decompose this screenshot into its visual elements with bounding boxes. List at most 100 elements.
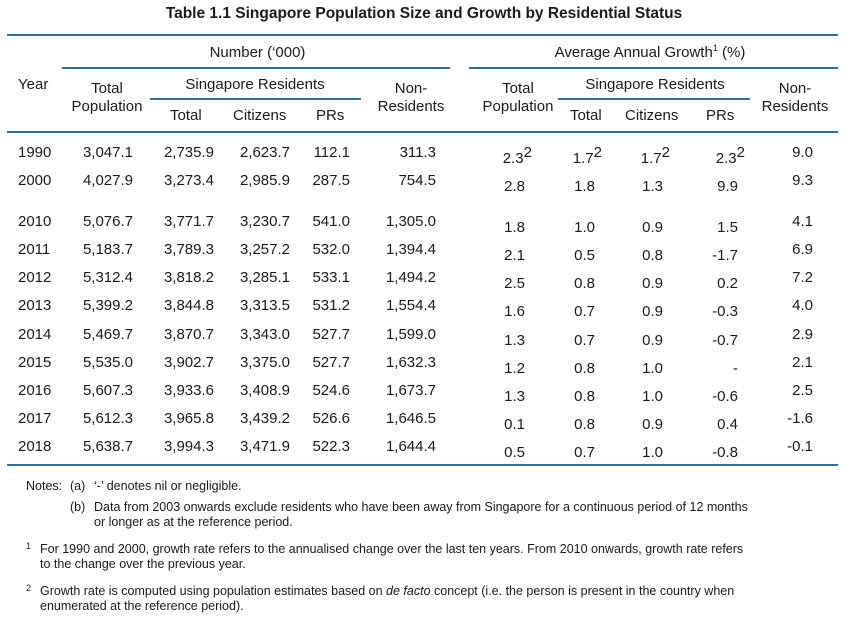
growth-group-rule <box>469 67 838 69</box>
cell-growth-non-residents: 4.0 <box>792 297 813 314</box>
cell-growth-sr-total: 0.8 <box>574 388 595 405</box>
header-growth-citizens: Citizens <box>625 107 679 124</box>
cell-growth-total-population: 2.8 <box>504 178 525 195</box>
cell-growth-sr-total: 0.7 <box>574 444 595 461</box>
cell-non-residents: 1,494.2 <box>385 269 436 286</box>
cell-year: 2015 <box>18 354 52 371</box>
cell-growth-citizens: 1.0 <box>642 360 663 377</box>
cell-growth-non-residents: 7.2 <box>792 269 813 286</box>
cell-citizens: 3,471.9 <box>239 438 290 455</box>
header-growth-sr-total: Total <box>570 107 602 124</box>
cell-citizens: 3,343.0 <box>239 326 290 343</box>
cell-citizens: 3,408.9 <box>239 382 290 399</box>
cell-growth-total-population: 2.32 <box>502 144 532 167</box>
cell-growth-non-residents: 9.0 <box>792 144 813 161</box>
header-singapore-residents: Singapore Residents <box>185 76 325 93</box>
cell-growth-citizens: 1.0 <box>642 444 663 461</box>
cell-growth-prs: 1.5 <box>717 219 738 236</box>
cell-growth-total-population: 0.1 <box>504 416 525 433</box>
cell-year: 2010 <box>18 213 52 230</box>
cell-growth-non-residents: -0.1 <box>787 438 813 455</box>
header-bottom-rule <box>7 131 838 133</box>
cell-non-residents: 311.3 <box>399 144 436 161</box>
cell-growth-citizens: 0.9 <box>642 332 663 349</box>
cell-prs: 287.5 <box>312 172 350 189</box>
cell-growth-non-residents: 2.5 <box>792 382 813 399</box>
header-growth-non-residents: Non- Residents <box>761 80 829 115</box>
cell-year: 2017 <box>18 410 52 427</box>
cell-growth-sr-total: 1.0 <box>574 219 595 236</box>
cell-sr-total: 3,994.3 <box>163 438 214 455</box>
residents-rule-right <box>558 98 750 100</box>
table-row: 2000 4,027.9 3,273.4 2,985.9 287.5 754.5 2.8 1.… <box>0 171 848 195</box>
cell-growth-prs: -0.3 <box>712 303 738 320</box>
cell-growth-sr-total: 0.5 <box>574 247 595 264</box>
header-growth-prs: PRs <box>706 107 735 124</box>
note-a-text: ‘-’ denotes nil or negligible. <box>94 479 242 493</box>
cell-total-population: 5,469.7 <box>82 326 133 343</box>
cell-total-population: 5,076.7 <box>82 213 133 230</box>
cell-growth-prs: 0.2 <box>717 275 738 292</box>
cell-growth-citizens: 1.0 <box>642 388 663 405</box>
cell-non-residents: 1,644.4 <box>385 438 436 455</box>
cell-citizens: 3,257.2 <box>239 241 290 258</box>
cell-non-residents: 754.5 <box>398 172 436 189</box>
cell-citizens: 3,230.7 <box>239 213 290 230</box>
note-b-text-2: or longer as at the reference period. <box>94 515 293 529</box>
cell-growth-citizens: 0.9 <box>642 219 663 236</box>
cell-growth-prs: 0.4 <box>717 416 738 433</box>
cell-year: 2012 <box>18 269 52 286</box>
cell-year: 2000 <box>18 172 52 189</box>
cell-non-residents: 1,632.3 <box>385 354 436 371</box>
cell-growth-sr-total: 0.8 <box>574 360 595 377</box>
number-group-rule <box>62 67 450 69</box>
cell-citizens: 3,313.5 <box>239 297 290 314</box>
cell-prs: 541.0 <box>312 213 350 230</box>
cell-sr-total: 3,818.2 <box>163 269 214 286</box>
cell-non-residents: 1,305.0 <box>385 213 436 230</box>
cell-sr-total: 3,844.8 <box>163 297 214 314</box>
cell-non-residents: 1,394.4 <box>385 241 436 258</box>
cell-growth-prs: - <box>733 360 738 377</box>
cell-non-residents: 1,646.5 <box>385 410 436 427</box>
cell-growth-total-population: 1.6 <box>504 303 525 320</box>
note-b-marker: (b) <box>70 500 86 514</box>
cell-growth-non-residents: -1.6 <box>787 410 813 427</box>
cell-growth-prs: -0.6 <box>712 388 738 405</box>
cell-growth-prs: 9.9 <box>717 178 738 195</box>
cell-total-population: 5,535.0 <box>82 354 133 371</box>
cell-non-residents: 1,554.4 <box>385 297 436 314</box>
table-title: Table 1.1 Singapore Population Size and … <box>165 5 683 22</box>
cell-growth-sr-total: 0.8 <box>574 275 595 292</box>
cell-growth-citizens: 1.72 <box>640 144 670 167</box>
cell-year: 1990 <box>18 144 52 161</box>
cell-sr-total: 3,965.8 <box>163 410 214 427</box>
cell-growth-prs: 2.32 <box>715 144 745 167</box>
cell-growth-prs: -1.7 <box>712 247 738 264</box>
cell-growth-total-population: 1.3 <box>504 388 525 405</box>
cell-year: 2013 <box>18 297 52 314</box>
cell-year: 2014 <box>18 326 52 343</box>
cell-non-residents: 1,673.7 <box>385 382 436 399</box>
cell-total-population: 5,399.2 <box>82 297 133 314</box>
top-rule <box>7 34 838 36</box>
residents-rule-left <box>150 98 361 100</box>
header-citizens: Citizens <box>233 107 287 124</box>
table-row: 2012 5,312.4 3,818.2 3,285.1 533.1 1,494.2 2.5… <box>0 268 848 292</box>
cell-prs: 527.7 <box>312 354 350 371</box>
table-row: 2017 5,612.3 3,965.8 3,439.2 526.6 1,646.5 0.1… <box>0 409 848 433</box>
note-b-text-1: Data from 2003 onwards exclude residents… <box>94 500 748 514</box>
header-year: Year <box>18 76 49 93</box>
cell-prs: 112.1 <box>313 144 350 161</box>
cell-prs: 524.6 <box>312 382 350 399</box>
cell-total-population: 5,312.4 <box>82 269 133 286</box>
cell-growth-citizens: 1.3 <box>642 178 663 195</box>
cell-sr-total: 3,933.6 <box>163 382 214 399</box>
cell-growth-prs: -0.8 <box>712 444 738 461</box>
cell-growth-non-residents: 9.3 <box>792 172 813 189</box>
cell-year: 2018 <box>18 438 52 455</box>
table-row: 2013 5,399.2 3,844.8 3,313.5 531.2 1,554.4 1.6… <box>0 296 848 320</box>
cell-growth-total-population: 0.5 <box>504 444 525 461</box>
footnote-2-text-2: enumerated at the reference period). <box>40 599 244 613</box>
table-row: 2018 5,638.7 3,994.3 3,471.9 522.3 1,644.4 0.5… <box>0 437 848 461</box>
